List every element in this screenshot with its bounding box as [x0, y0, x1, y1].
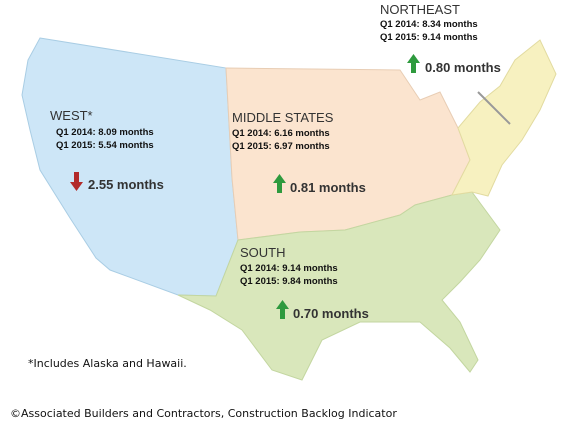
region-name: MIDDLE STATES [232, 110, 334, 125]
region-name: WEST* [50, 108, 93, 123]
region-q1-2014: Q1 2014: 8.34 months [380, 19, 478, 30]
pointer-line [477, 91, 511, 125]
region-west-shape [21, 37, 239, 297]
region-change: 0.70 months [293, 306, 369, 321]
region-q1-2014: Q1 2014: 9.14 months [240, 263, 338, 274]
arrow-up [407, 54, 420, 73]
region-q1-2014: Q1 2014: 8.09 months [56, 127, 154, 138]
region-q1-2014: Q1 2014: 6.16 months [232, 128, 330, 139]
region-name: SOUTH [240, 245, 286, 260]
footnote: *Includes Alaska and Hawaii. [28, 357, 187, 370]
region-q1-2015: Q1 2015: 9.14 months [380, 32, 478, 43]
region-name: NORTHEAST [380, 2, 460, 17]
region-change: 0.80 months [425, 60, 501, 75]
arrow-up [273, 174, 286, 193]
region-south-shape [177, 191, 501, 381]
region-change: 2.55 months [88, 177, 164, 192]
region-q1-2015: Q1 2015: 9.84 months [240, 276, 338, 287]
source: ©Associated Builders and Contractors, Co… [10, 407, 397, 420]
region-q1-2015: Q1 2015: 5.54 months [56, 140, 154, 151]
arrow-up [276, 300, 289, 319]
arrow-down [70, 172, 83, 191]
region-q1-2015: Q1 2015: 6.97 months [232, 141, 330, 152]
region-change: 0.81 months [290, 180, 366, 195]
